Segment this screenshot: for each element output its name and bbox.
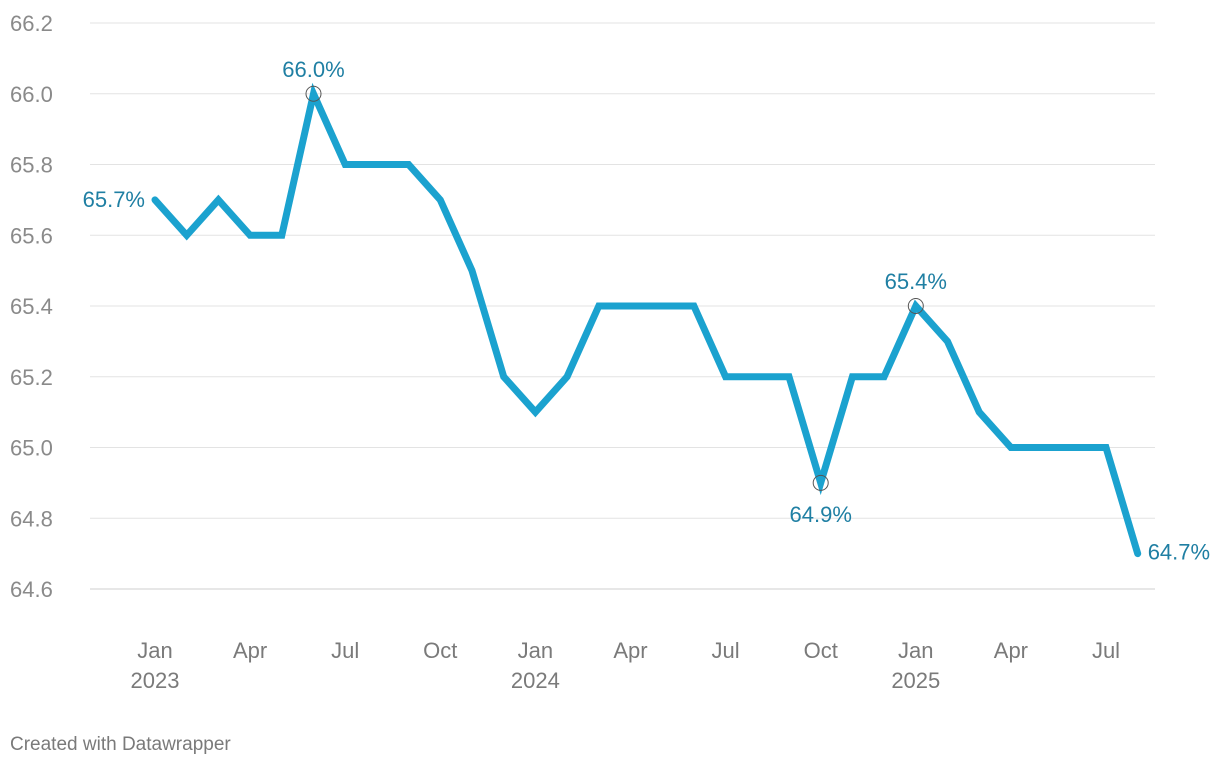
x-tick-label: Apr bbox=[994, 638, 1028, 663]
y-tick-label: 65.4 bbox=[10, 294, 53, 319]
data-label: 66.0% bbox=[282, 57, 344, 82]
y-axis: 64.6 64.8 65.0 65.2 65.4 65.6 65.8 66.0 66.2 bbox=[10, 11, 53, 602]
y-tick-label: 64.6 bbox=[10, 577, 53, 602]
y-tick-label: 65.0 bbox=[10, 436, 53, 461]
y-tick-label: 66.0 bbox=[10, 82, 53, 107]
x-tick-year-label: 2025 bbox=[891, 668, 940, 693]
data-label: 64.9% bbox=[790, 502, 852, 527]
x-tick-year-label: 2023 bbox=[131, 668, 180, 693]
y-tick-label: 65.2 bbox=[10, 365, 53, 390]
highlight-marker bbox=[305, 85, 322, 102]
x-tick-label: Oct bbox=[423, 638, 457, 663]
data-label: 65.4% bbox=[885, 269, 947, 294]
highlight-marker bbox=[812, 474, 829, 491]
x-tick-label: Apr bbox=[233, 638, 267, 663]
x-tick-year-label: 2024 bbox=[511, 668, 560, 693]
y-tick-label: 65.8 bbox=[10, 153, 53, 178]
data-label: 64.7% bbox=[1148, 540, 1210, 565]
x-tick-label: Jul bbox=[1092, 638, 1120, 663]
x-tick-label: Oct bbox=[804, 638, 838, 663]
footer-credit: Created with Datawrapper bbox=[10, 734, 231, 755]
data-label: 65.7% bbox=[83, 187, 145, 212]
x-tick-label: Jul bbox=[331, 638, 359, 663]
series-layer bbox=[151, 82, 1142, 558]
y-tick-label: 66.2 bbox=[10, 11, 53, 36]
line-chart: 64.6 64.8 65.0 65.2 65.4 65.6 65.8 66.0 66.2 Jan… bbox=[10, 11, 1210, 693]
series-line bbox=[151, 82, 1142, 558]
highlight-marker bbox=[907, 298, 924, 314]
x-tick-label: Jan bbox=[518, 638, 553, 663]
x-axis: Jan 2023 Apr Jul Oct Jan 2024 Apr Jul Oct Jan 2025 A… bbox=[131, 638, 1121, 693]
x-tick-label: Jan bbox=[898, 638, 933, 663]
y-tick-label: 65.6 bbox=[10, 223, 53, 248]
annotations-layer: 65.7% 66.0% 64.9% 65.4% 64.7% bbox=[83, 57, 1210, 565]
x-tick-label: Jul bbox=[712, 638, 740, 663]
y-tick-label: 64.8 bbox=[10, 506, 53, 531]
x-tick-label: Jan bbox=[137, 638, 172, 663]
x-tick-label: Apr bbox=[613, 638, 647, 663]
